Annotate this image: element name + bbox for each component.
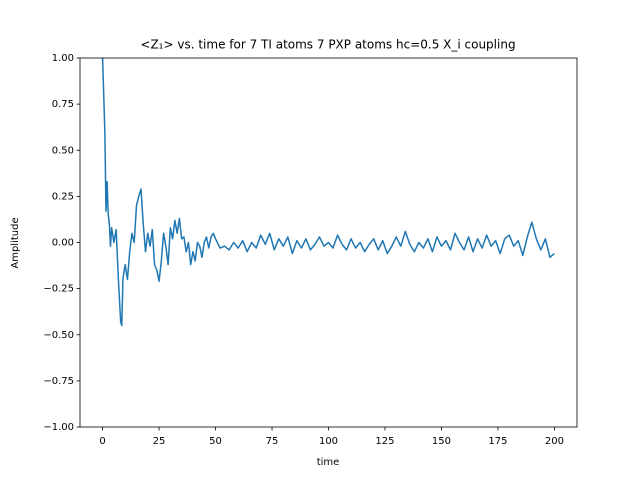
y-tick-label: 0.25: [52, 191, 74, 202]
y-tick-label: −1.00: [43, 422, 74, 433]
plot-frame: [79, 57, 578, 428]
x-tick-label: 75: [266, 436, 279, 447]
x-tick-label: 50: [209, 436, 222, 447]
y-tick-label: 0.50: [52, 145, 74, 156]
x-tick-label: 150: [432, 436, 451, 447]
x-tick-label: 100: [319, 436, 338, 447]
y-tick-label: 0.75: [52, 99, 74, 110]
x-tick-label: 125: [375, 436, 394, 447]
x-tick-label: 0: [99, 436, 105, 447]
x-tick-label: 175: [488, 436, 507, 447]
y-tick-label: 0.00: [52, 238, 74, 249]
chart-title: <Z₁> vs. time for 7 TI atoms 7 PXP atoms…: [140, 38, 515, 52]
x-tick-label: 25: [153, 436, 166, 447]
y-tick-label: −0.75: [43, 376, 74, 387]
x-axis-label: time: [317, 457, 340, 468]
y-axis-label: Amplitude: [10, 217, 21, 268]
data-line: [101, 58, 555, 327]
y-tick-label: −0.50: [43, 330, 74, 341]
y-tick-label: 1.00: [52, 53, 74, 64]
y-tick-label: −0.25: [43, 284, 74, 295]
x-tick-label: 200: [545, 436, 564, 447]
